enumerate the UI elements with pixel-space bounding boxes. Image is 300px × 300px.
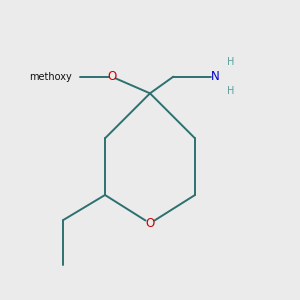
Text: O: O [107,70,116,83]
Text: H: H [227,86,234,96]
Text: N: N [211,70,219,83]
Text: H: H [227,57,234,67]
Text: methoxy: methoxy [29,72,72,82]
Text: O: O [146,217,154,230]
